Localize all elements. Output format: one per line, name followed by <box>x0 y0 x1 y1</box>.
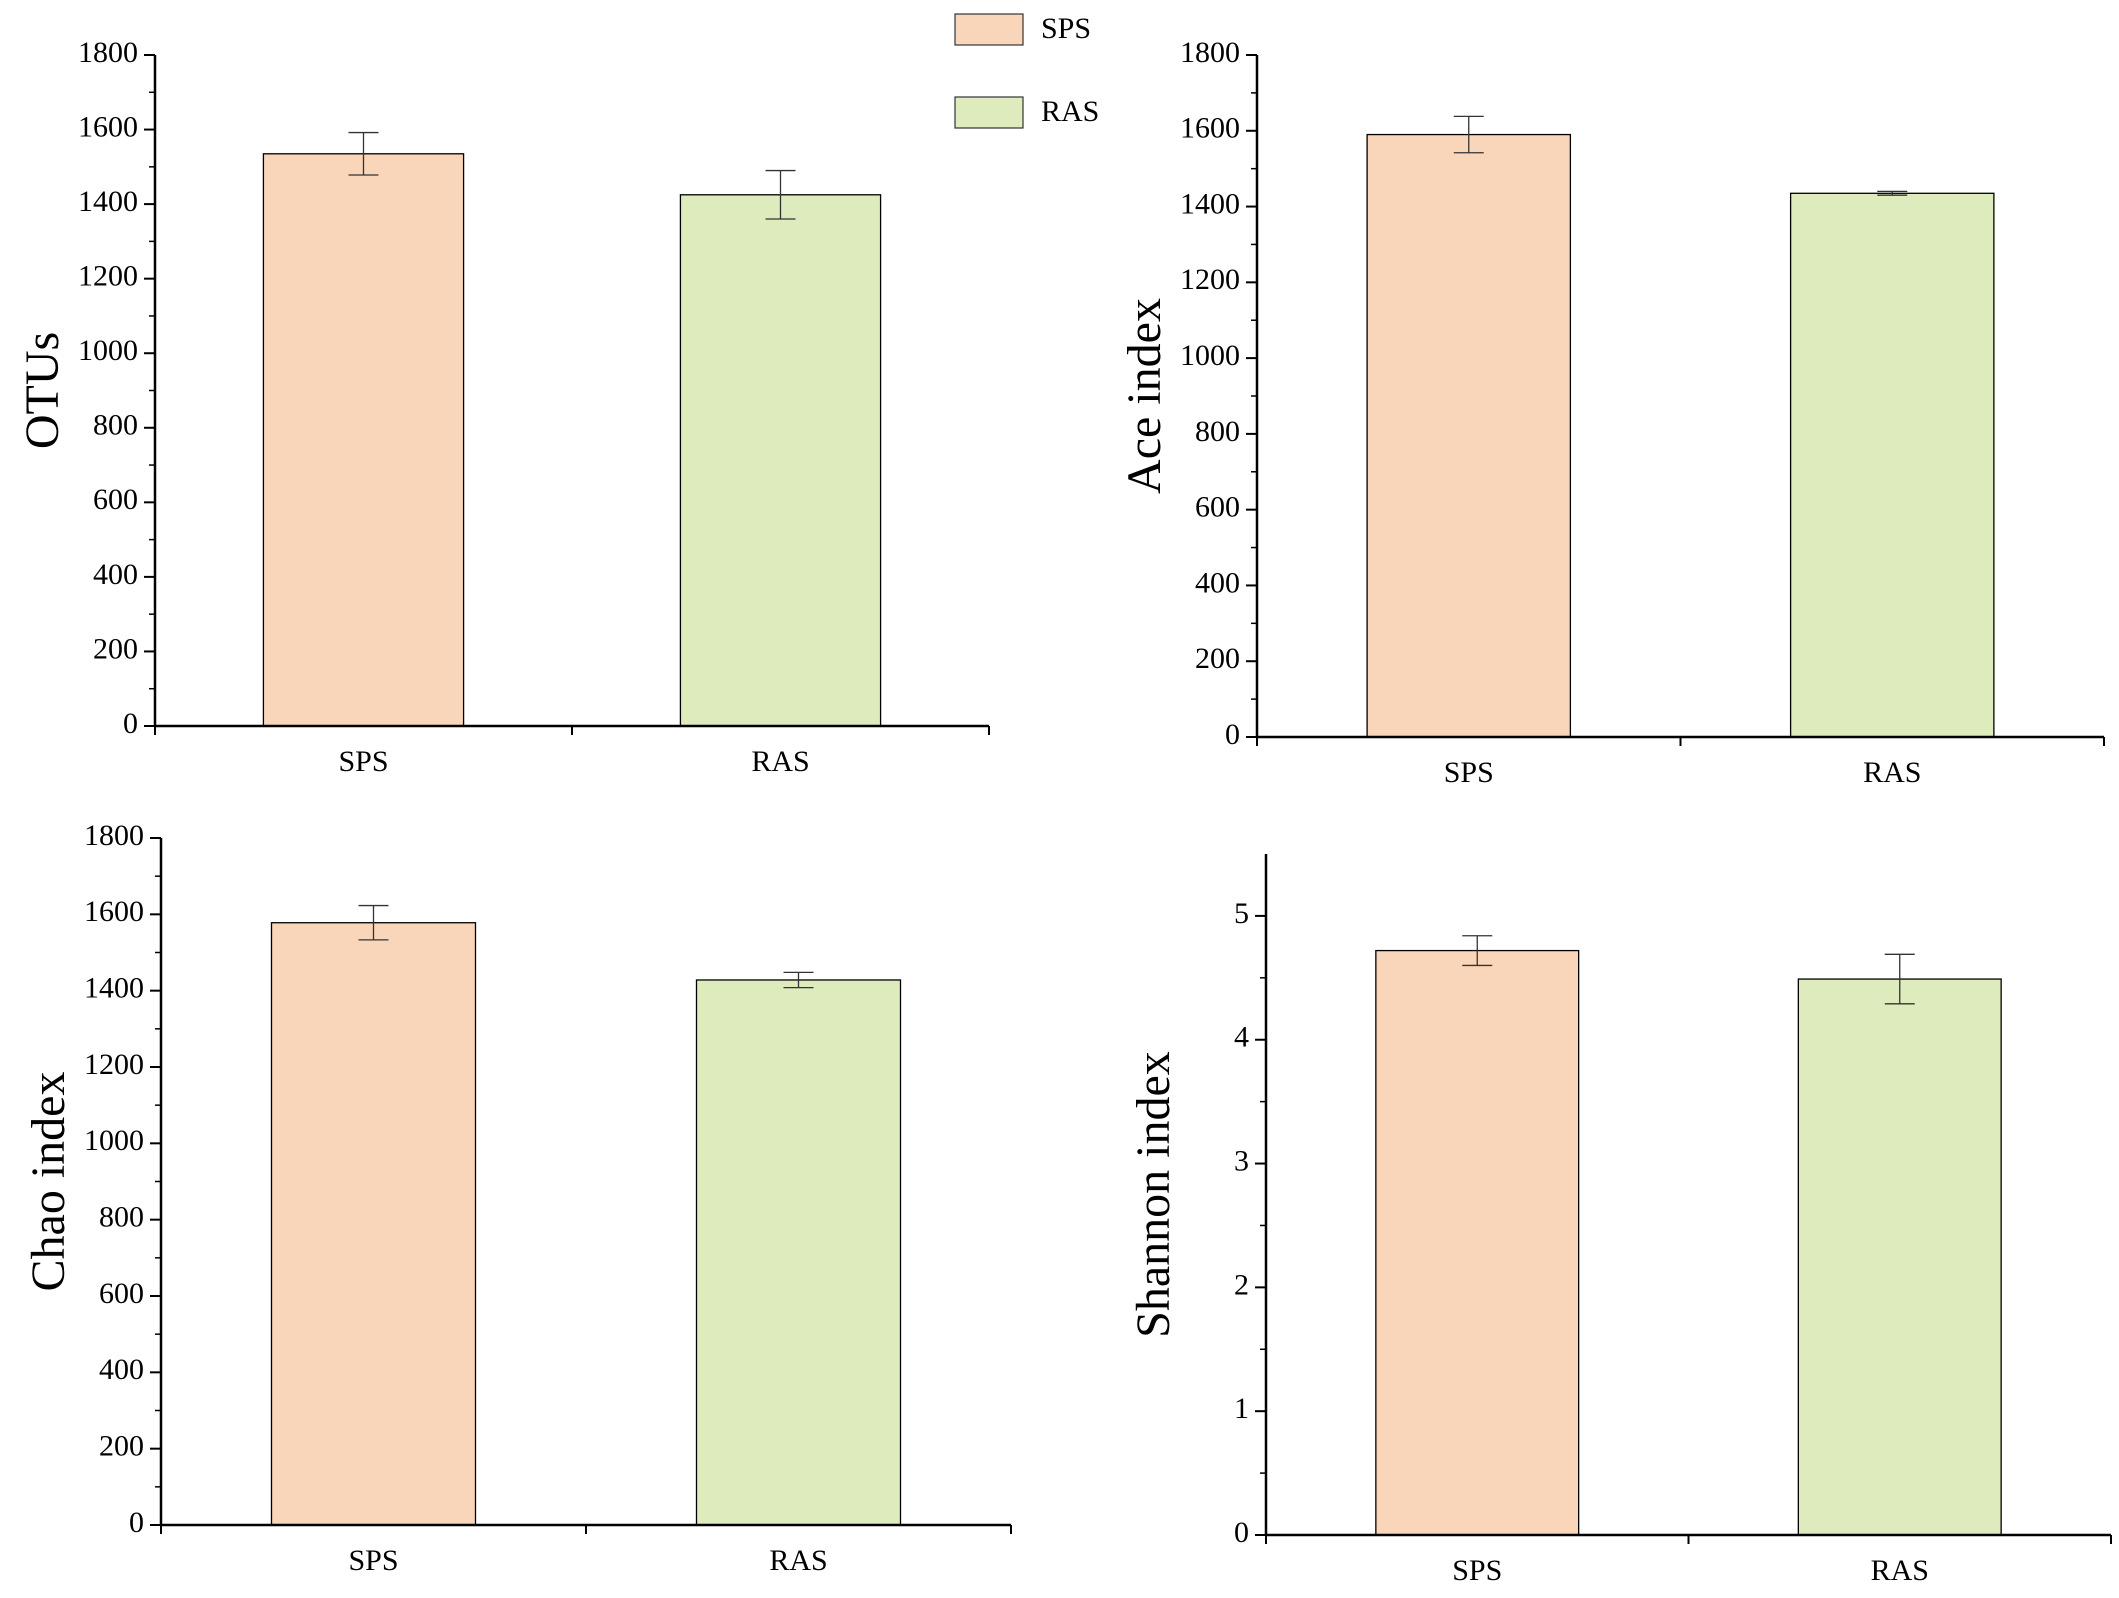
y-tick-label: 1000 <box>1180 339 1240 372</box>
y-tick-label: 1400 <box>1180 187 1240 220</box>
error-bar <box>765 169 796 220</box>
x-tick-label: SPS <box>1444 756 1494 789</box>
legend-label: RAS <box>1041 95 1099 128</box>
y-tick-label: 0 <box>1234 1516 1249 1549</box>
error-bar <box>1453 115 1484 154</box>
error-bar <box>1462 935 1493 967</box>
bar <box>1375 949 1580 1536</box>
y-tick-label: 200 <box>99 1430 144 1463</box>
bar <box>270 922 477 1526</box>
y-axis-title: OTUs <box>16 332 69 449</box>
y-tick-label: 400 <box>93 558 138 591</box>
y-tick-label: 800 <box>93 409 138 442</box>
y-tick-label: 0 <box>1225 718 1240 751</box>
bar <box>695 979 902 1526</box>
y-tick-label: 1400 <box>78 185 138 218</box>
y-axis-title: Ace index <box>1118 298 1171 494</box>
y-tick-label: 4 <box>1234 1021 1249 1054</box>
x-tick-label: RAS <box>769 1544 827 1577</box>
y-tick-label: 1400 <box>84 972 144 1005</box>
y-tick-label: 2 <box>1234 1268 1249 1301</box>
y-axis-title: Chao index <box>22 1072 75 1292</box>
error-bar <box>783 971 814 989</box>
bar <box>1789 192 1995 738</box>
legend-label: SPS <box>1041 12 1091 45</box>
y-axis-title: Shannon index <box>1127 1051 1180 1338</box>
y-tick-label: 1800 <box>1180 36 1240 69</box>
y-tick-label: 1200 <box>84 1048 144 1081</box>
y-tick-label: 600 <box>93 483 138 516</box>
y-tick-label: 1 <box>1234 1392 1249 1425</box>
y-tick-label: 200 <box>1195 642 1240 675</box>
y-tick-label: 1200 <box>1180 263 1240 296</box>
bar <box>679 194 882 727</box>
error-bar <box>358 904 389 941</box>
error-bar <box>1877 190 1908 196</box>
y-tick-label: 0 <box>129 1506 144 1539</box>
y-tick-label: 1800 <box>78 36 138 69</box>
y-tick-label: 800 <box>1195 415 1240 448</box>
y-tick-label: 3 <box>1234 1144 1249 1177</box>
y-tick-label: 5 <box>1234 897 1249 930</box>
y-tick-label: 1600 <box>84 895 144 928</box>
legend-swatch <box>954 96 1024 129</box>
x-tick-label: RAS <box>1863 756 1921 789</box>
y-tick-label: 1600 <box>78 110 138 143</box>
y-tick-label: 1000 <box>84 1124 144 1157</box>
x-tick-label: SPS <box>338 745 388 778</box>
x-tick-label: RAS <box>751 745 809 778</box>
error-bar <box>1884 953 1915 1005</box>
y-tick-label: 600 <box>99 1277 144 1310</box>
y-tick-label: 1600 <box>1180 112 1240 145</box>
legend-swatch <box>954 13 1024 46</box>
error-bar <box>348 131 379 176</box>
bar <box>1366 133 1572 738</box>
y-tick-label: 400 <box>99 1353 144 1386</box>
y-tick-label: 400 <box>1195 566 1240 599</box>
y-tick-label: 1000 <box>78 334 138 367</box>
y-tick-label: 200 <box>93 632 138 665</box>
y-tick-label: 0 <box>123 707 138 740</box>
y-tick-label: 1800 <box>84 819 144 852</box>
bar <box>262 153 465 727</box>
x-tick-label: SPS <box>1452 1554 1502 1587</box>
x-tick-label: SPS <box>348 1544 398 1577</box>
bar <box>1797 978 2002 1536</box>
y-tick-label: 600 <box>1195 491 1240 524</box>
y-tick-label: 800 <box>99 1201 144 1234</box>
y-tick-label: 1200 <box>78 260 138 293</box>
x-tick-label: RAS <box>1871 1554 1929 1587</box>
